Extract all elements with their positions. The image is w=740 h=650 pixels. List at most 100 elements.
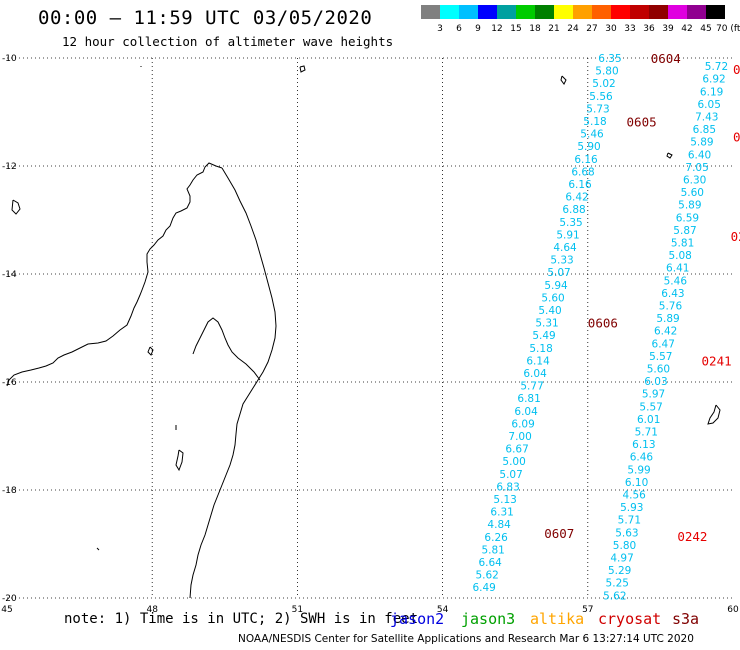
- wave-height-value: 5.72: [705, 61, 728, 73]
- wave-height-value: 6.26: [484, 532, 508, 544]
- wave-height-value: 6.81: [517, 393, 540, 405]
- wave-height-value: 5.18: [529, 343, 552, 355]
- satellite-jason3: jason3: [461, 610, 516, 628]
- scale-label: 6: [456, 24, 462, 34]
- wave-height-value: 6.92: [702, 74, 725, 86]
- scale-swatch: [516, 5, 535, 19]
- scale-label: 42: [681, 24, 693, 34]
- footer-note: note: 1) Time is in UTC; 2) SWH is in fe…: [64, 611, 419, 627]
- wave-height-value: 4.84: [487, 519, 511, 531]
- wave-height-value: 4.97: [610, 553, 633, 565]
- wave-height-value: 5.89: [678, 200, 701, 212]
- wave-height-value: 7.00: [508, 431, 531, 443]
- satellite-jason2: jason2: [390, 610, 445, 628]
- wave-height-value: 5.62: [603, 590, 626, 602]
- altimeter-tracks: 6.355.805.025.565.735.185.465.906.166.68…: [472, 51, 740, 602]
- wave-height-value: 6.43: [661, 288, 684, 300]
- wave-height-value: 5.80: [613, 540, 636, 552]
- lon-tick-label: 45: [1, 605, 12, 615]
- pass-time-label: 0604: [651, 51, 681, 66]
- wave-height-value: 5.00: [502, 456, 525, 468]
- wave-height-value: 5.63: [615, 527, 638, 539]
- lat-tick-label: -16: [2, 378, 17, 388]
- wave-height-value: 6.35: [598, 53, 621, 65]
- lon-tick-label: 54: [437, 605, 449, 615]
- wave-height-value: 5.60: [541, 292, 564, 304]
- scale-label: 30: [605, 24, 617, 34]
- scale-label: 9: [475, 24, 481, 34]
- wave-height-value: 5.93: [620, 502, 643, 514]
- wave-height-value: 5.97: [642, 389, 665, 401]
- pass-time-label: 0240: [731, 229, 740, 244]
- scale-swatch: [573, 5, 592, 19]
- wave-height-value: 5.57: [649, 351, 672, 363]
- lon-tick-label: 51: [292, 605, 303, 615]
- scale-swatch: [535, 5, 554, 19]
- scale-swatch: [478, 5, 497, 19]
- lat-tick-label: -12: [2, 162, 17, 172]
- wave-height-value: 6.30: [683, 175, 706, 187]
- scale-swatch: [706, 5, 725, 19]
- map-title: 00:00 – 11:59 UTC 03/05/2020: [38, 7, 373, 29]
- wave-height-value: 5.31: [535, 318, 558, 330]
- scale-swatch: [459, 5, 478, 19]
- wave-height-value: 5.13: [493, 494, 516, 506]
- map-subtitle: 12 hour collection of altimeter wave hei…: [62, 34, 394, 49]
- wave-height-value: 6.59: [676, 212, 699, 224]
- scale-label: 27: [586, 24, 598, 34]
- axis-labels: 45 48 51 54 57 60 -10 -12 -14 -16 -18 -20: [1, 54, 739, 615]
- credit-line: NOAA/NESDIS Center for Satellite Applica…: [238, 633, 694, 645]
- wave-height-value: 5.89: [656, 313, 679, 325]
- wave-height-value: 5.90: [577, 141, 600, 153]
- wave-height-value: 5.94: [544, 280, 568, 292]
- satellite-cryosat: cryosat: [598, 610, 662, 628]
- wave-height-value: 6.14: [526, 355, 550, 367]
- wave-height-value: 6.46: [630, 452, 654, 464]
- wave-height-value: 5.73: [586, 103, 609, 115]
- wave-height-value: 5.71: [635, 427, 658, 439]
- wave-height-value: 5.25: [606, 578, 629, 590]
- satellite-altika: altika: [530, 610, 585, 628]
- wave-height-value: 6.40: [688, 149, 711, 161]
- wave-height-value: 6.49: [472, 582, 495, 594]
- wave-height-value: 6.04: [514, 406, 538, 418]
- wave-height-value: 6.83: [496, 481, 519, 493]
- wave-height-value: 5.71: [618, 515, 641, 527]
- wave-height-value: 5.91: [556, 229, 579, 241]
- wave-height-value: 7.05: [685, 162, 708, 174]
- wave-height-value: 6.47: [652, 338, 675, 350]
- pass-time-label: 0607: [544, 526, 574, 541]
- scale-swatch: [630, 5, 649, 19]
- scale-label: 33: [624, 24, 636, 34]
- wave-height-value: 5.60: [647, 364, 670, 376]
- scale-swatch: [497, 5, 516, 19]
- scale-label: 24: [567, 24, 579, 34]
- wave-height-value: 5.89: [690, 137, 713, 149]
- wave-height-value: 6.42: [565, 192, 588, 204]
- wave-height-value: 6.16: [574, 154, 598, 166]
- scale-label: 18: [529, 24, 541, 34]
- pass-time-label: 0241: [702, 353, 732, 368]
- wave-height-value: 6.64: [478, 557, 502, 569]
- wave-height-value: 6.09: [511, 418, 534, 430]
- track-east: 5.726.926.196.057.436.855.896.407.056.30…: [603, 61, 740, 602]
- wave-height-value: 5.46: [580, 129, 604, 141]
- wave-height-value: 5.46: [664, 275, 688, 287]
- wave-height-value: 5.18: [583, 116, 606, 128]
- wave-height-value: 6.88: [562, 204, 585, 216]
- pass-time-label: 024: [733, 129, 740, 144]
- wave-height-value: 5.60: [681, 187, 704, 199]
- scale-swatch: [554, 5, 573, 19]
- scale-label: 21: [548, 24, 560, 34]
- madagascar-coastline: [6, 65, 721, 599]
- wave-height-value: 6.42: [654, 326, 677, 338]
- pass-time-label: 0605: [627, 115, 657, 130]
- scale-label: 45: [700, 24, 712, 34]
- track-west: 6.355.805.025.565.735.185.465.906.166.68…: [472, 51, 680, 594]
- lat-tick-label: -10: [2, 54, 17, 64]
- wave-height-value: 5.49: [532, 330, 555, 342]
- wave-height-value: 6.01: [637, 414, 660, 426]
- lon-tick-label: 60: [727, 605, 739, 615]
- wave-height-value: 5.77: [520, 381, 543, 393]
